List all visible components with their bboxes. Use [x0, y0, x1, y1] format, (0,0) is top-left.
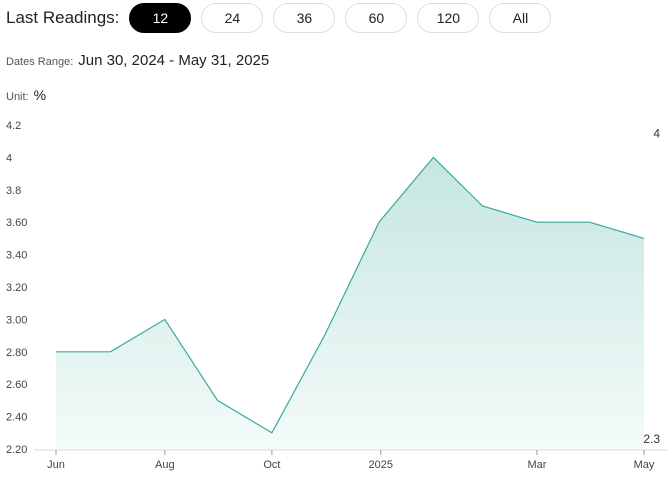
x-tick-label: 2025 [368, 459, 392, 471]
unit-row: Unit: % [6, 87, 46, 103]
y-tick-label: 3.00 [6, 314, 27, 326]
y-tick-label: 4 [6, 152, 12, 164]
y-tick-label: 2.40 [6, 412, 27, 424]
readings-option-24[interactable]: 24 [201, 3, 264, 33]
y-tick-label: 2.80 [6, 347, 27, 359]
unit-value: % [33, 87, 47, 103]
y-tick-label: 4.2 [6, 120, 21, 132]
series-line [56, 156, 645, 434]
unit-label: Unit: [6, 91, 29, 103]
x-tick-label: Aug [155, 459, 175, 471]
series-area [56, 157, 644, 449]
y-tick-label: 2.20 [6, 444, 27, 456]
y-tick-label: 3.8 [6, 185, 21, 197]
data-points [55, 157, 645, 433]
last-readings-label: Last Readings: [6, 8, 120, 27]
dates-range-value: Jun 30, 2024 - May 31, 2025 [78, 52, 270, 69]
max-value-label: 4 [653, 126, 660, 140]
y-axis: 2.20 2.40 2.60 2.80 3.00 3.20 3.40 3.60 3.8 4 4.2 [6, 120, 27, 456]
y-tick-label: 3.60 [6, 217, 27, 229]
y-tick-label: 3.40 [6, 250, 27, 262]
readings-option-60[interactable]: 60 [345, 3, 408, 33]
readings-option-all[interactable]: All [489, 3, 552, 33]
readings-option-120[interactable]: 120 [417, 3, 480, 33]
min-value-label: 2.3 [643, 432, 660, 446]
x-tick-label: Oct [263, 459, 280, 471]
x-tick-label: Jun [47, 459, 65, 471]
dates-range-label: Dates Range: [6, 56, 74, 68]
readings-option-36[interactable]: 36 [273, 3, 336, 33]
y-tick-label: 2.60 [6, 379, 27, 391]
y-tick-label: 3.20 [6, 282, 27, 294]
last-readings-control: Last Readings: 12 24 36 60 120 All [6, 3, 561, 33]
readings-option-12[interactable]: 12 [129, 3, 192, 33]
x-axis: Jun Aug Oct 2025 Mar May [47, 450, 655, 471]
x-tick-label: Mar [527, 459, 546, 471]
x-tick-label: May [634, 459, 655, 471]
dates-range: Dates Range: Jun 30, 2024 - May 31, 2025 [6, 52, 269, 69]
